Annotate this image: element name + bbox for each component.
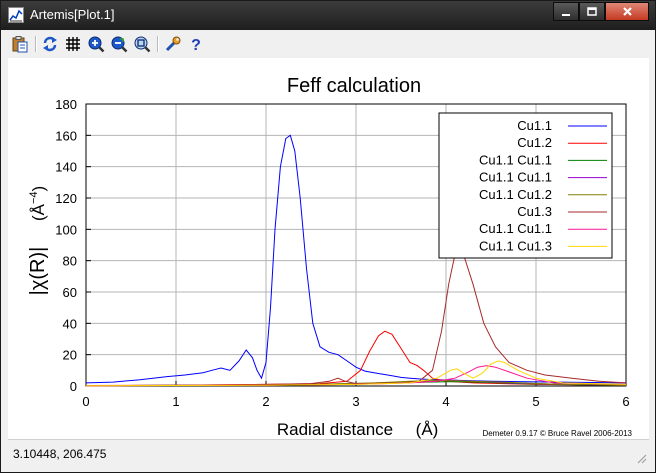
svg-text:?: ? [191, 37, 201, 53]
close-button[interactable] [605, 2, 649, 21]
refresh-icon [43, 36, 57, 52]
x-tick-label: 3 [352, 394, 359, 409]
x-tick-label: 6 [622, 394, 629, 409]
y-tick-label: 180 [55, 97, 77, 112]
y-tick-label: 40 [63, 316, 77, 331]
series-line-1 [85, 134, 627, 384]
toolbar: ? [8, 31, 649, 57]
y-tick-label: 20 [63, 348, 77, 363]
y-axis-label: |χ(R)| [27, 247, 49, 296]
y-tick-label: 60 [63, 285, 77, 300]
x-tick-label: 5 [532, 394, 539, 409]
plot-app-icon[interactable] [8, 7, 24, 23]
plot-footer: Demeter 0.9.17 © Bruce Ravel 2006-2013 [482, 429, 632, 438]
y-tick-label: 120 [55, 191, 77, 206]
zoom-reset-button[interactable] [132, 34, 152, 54]
y-tick-label: 80 [63, 254, 77, 269]
zoom-fit-icon [134, 36, 151, 53]
legend-entry-2: Cu1.2 [517, 135, 552, 150]
y-axis-label-group: |χ(R)| (Å−4) [27, 186, 49, 296]
close-icon [622, 7, 632, 16]
legend-entry-4: Cu1.1 Cu1.1 [479, 170, 552, 185]
grid-button[interactable] [63, 34, 83, 54]
y-tick-label: 100 [55, 222, 77, 237]
y-tick-label: 0 [70, 379, 77, 394]
series-line-8 [85, 360, 627, 387]
plot-area[interactable]: 0 1 2 3 4 5 6 0 20 40 60 80 100 120 140 160 180 Feff calc… [8, 58, 649, 439]
legend-entry-1: Cu1.1 [517, 118, 552, 133]
legend-entry-5: Cu1.1 Cu1.2 [479, 187, 552, 202]
settings-button[interactable] [163, 34, 183, 54]
legend-entry-8: Cu1.1 Cu1.3 [479, 238, 552, 253]
zoom-in-button[interactable] [86, 34, 106, 54]
zoom-out-icon [111, 36, 128, 53]
minimize-button[interactable] [553, 2, 579, 21]
refresh-button[interactable] [40, 34, 60, 54]
chart-title: Feff calculation [287, 75, 421, 97]
legend-entry-7: Cu1.1 Cu1.1 [479, 221, 552, 236]
cursor-coordinates: 3.10448, 206.475 [13, 447, 107, 461]
x-tick-label: 4 [442, 394, 449, 409]
minimize-icon [562, 13, 570, 16]
wrench-icon [165, 36, 181, 52]
maximize-button[interactable] [579, 2, 605, 21]
zoom-in-icon [88, 36, 105, 53]
toolbar-separator [35, 36, 37, 52]
status-bar: 3.10448, 206.475 [8, 439, 649, 466]
y-axis-unit: (Å−4) [28, 186, 48, 221]
x-tick-label: 1 [172, 394, 179, 409]
help-icon: ? [191, 37, 201, 53]
x-tick-label: 0 [82, 394, 89, 409]
x-axis-unit: (Å) [416, 420, 439, 439]
window-controls [553, 2, 649, 22]
legend-entry-6: Cu1.3 [517, 204, 552, 219]
legend-box [438, 112, 613, 259]
x-tick-label: 2 [262, 394, 269, 409]
window-title: Artemis[Plot.1] [30, 7, 115, 22]
help-button[interactable]: ? [186, 34, 206, 54]
legend-entry-3: Cu1.1 Cu1.1 [479, 152, 552, 167]
zoom-out-button[interactable] [109, 34, 129, 54]
title-bar[interactable]: Artemis[Plot.1] [1, 1, 655, 30]
clipboard-icon [12, 36, 28, 53]
toolbar-separator [157, 36, 159, 52]
grid-icon [66, 37, 80, 51]
x-axis-label: Radial distance [277, 420, 393, 439]
save-plot-button[interactable] [10, 34, 30, 54]
resize-grip-icon[interactable] [635, 452, 647, 464]
y-tick-label: 160 [55, 128, 77, 143]
y-tick-label: 140 [55, 160, 77, 175]
maximize-icon [587, 6, 597, 16]
series-line-6 [85, 248, 627, 387]
